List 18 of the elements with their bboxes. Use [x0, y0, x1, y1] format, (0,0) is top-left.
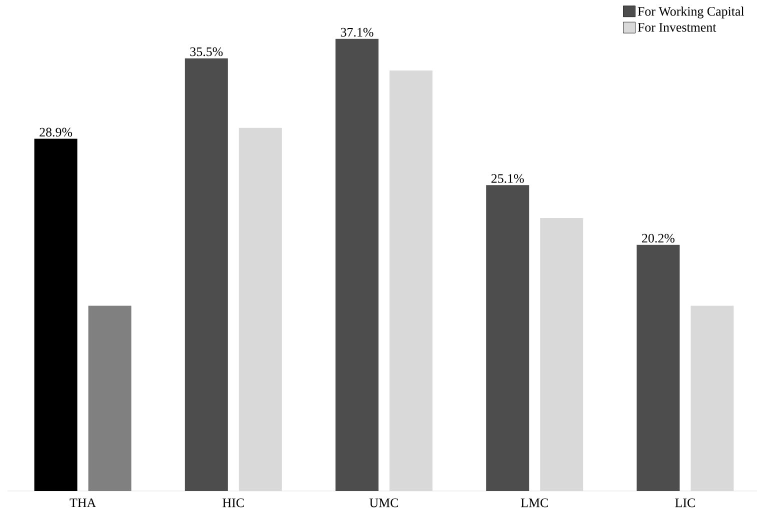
bar — [636, 244, 680, 491]
x-tick-label: LMC — [520, 498, 548, 508]
legend-label: For Investment — [638, 23, 716, 32]
x-tick-label: LIC — [675, 498, 695, 508]
bar — [486, 185, 530, 491]
data-label: 20.2% — [642, 234, 674, 243]
bar — [34, 138, 78, 491]
data-label: 25.1% — [491, 174, 524, 183]
x-tick-label: UMC — [370, 498, 398, 508]
x-tick-label: HIC — [222, 498, 244, 508]
bar — [336, 38, 379, 491]
x-tick-label: THA — [70, 498, 96, 508]
data-label: 35.5% — [190, 47, 223, 56]
data-label: 37.1% — [340, 28, 374, 37]
bar — [88, 306, 132, 491]
data-label: 28.9% — [40, 128, 72, 137]
bar — [184, 58, 228, 491]
legend-label: For Working Capital — [638, 6, 744, 18]
